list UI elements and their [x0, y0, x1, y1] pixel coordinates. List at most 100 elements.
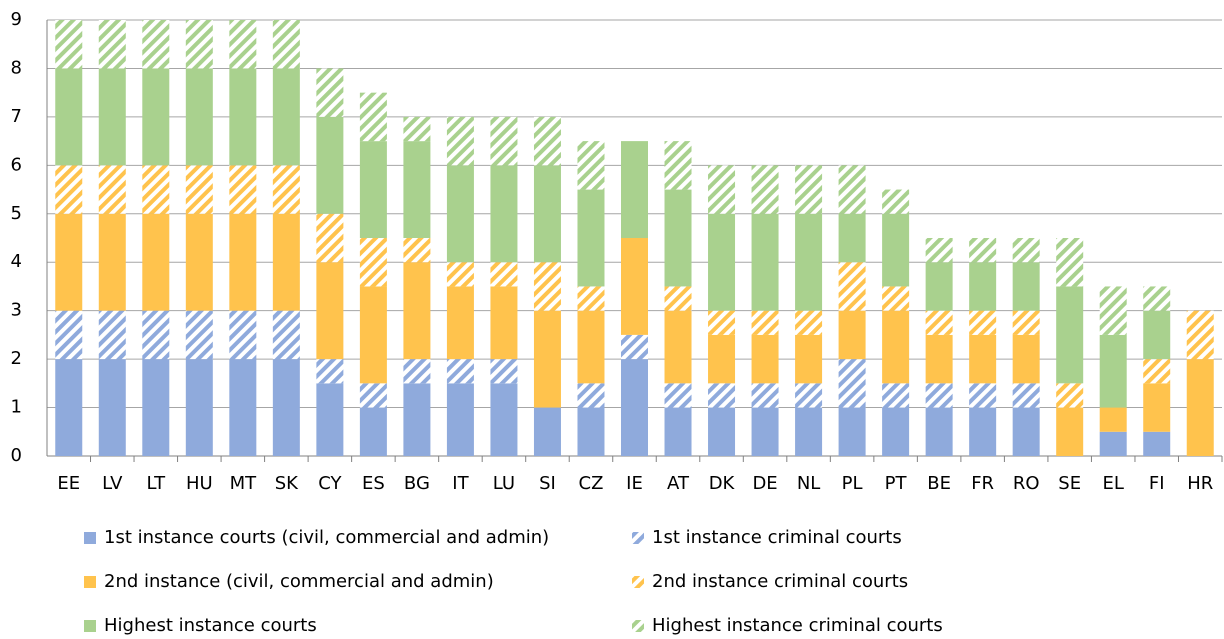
- bar-segment: [55, 359, 83, 456]
- bar-segment: [838, 407, 866, 456]
- bar-segment: [272, 310, 300, 360]
- y-tick-label: 5: [11, 203, 22, 224]
- x-tick-label: DK: [709, 473, 736, 494]
- x-tick-label: IE: [626, 473, 643, 494]
- bar-segment: [272, 68, 300, 166]
- legend-swatch: [84, 532, 96, 544]
- legend-label: 1st instance criminal courts: [652, 527, 902, 548]
- bar-segment: [272, 359, 300, 456]
- bar-segment: [272, 213, 300, 311]
- x-tick-label: SE: [1058, 473, 1081, 494]
- bar-segment: [229, 165, 257, 214]
- bar-segment: [969, 238, 997, 263]
- bar-segment: [838, 262, 866, 311]
- bar-segment: [490, 116, 518, 166]
- bar-segment: [142, 68, 170, 166]
- x-tick-label: MT: [230, 473, 258, 494]
- bar-segment: [142, 310, 170, 360]
- bar-segment: [1012, 383, 1040, 408]
- legend-swatch: [84, 576, 96, 588]
- bar-segment: [882, 383, 910, 408]
- bar-segment: [969, 383, 997, 408]
- x-tick-label: CY: [318, 473, 342, 494]
- bar-segment: [751, 213, 779, 311]
- bar-segment: [98, 359, 126, 456]
- bar-segment: [577, 383, 605, 408]
- bar-segment: [838, 359, 866, 408]
- bar-segment: [882, 407, 910, 456]
- bar-segment: [1099, 334, 1127, 408]
- bar-segment: [664, 141, 692, 190]
- bar-segment: [98, 213, 126, 311]
- legend-label: 2nd instance (civil, commercial and admi…: [104, 571, 494, 592]
- bar-segment: [229, 310, 257, 360]
- bar-segment: [969, 334, 997, 384]
- bar-segment: [490, 165, 518, 263]
- bar-segment: [795, 165, 823, 214]
- bar-segment: [229, 68, 257, 166]
- bar-segment: [751, 334, 779, 384]
- bar-segment: [1012, 262, 1040, 311]
- bar-segment: [533, 407, 561, 456]
- bar-segment: [446, 165, 474, 263]
- y-tick-label: 6: [11, 154, 22, 175]
- legend-swatch: [84, 620, 96, 632]
- bar-segment: [795, 383, 823, 408]
- bar-segment: [142, 213, 170, 311]
- bar-segment: [838, 310, 866, 360]
- bar-segment: [838, 165, 866, 214]
- x-tick-label: BG: [404, 473, 430, 494]
- bar-segment: [664, 310, 692, 384]
- bar-segment: [577, 407, 605, 456]
- bar-segment: [621, 359, 648, 456]
- x-tick-label: LU: [493, 473, 515, 494]
- y-tick-label: 4: [11, 251, 22, 272]
- x-tick-label: HR: [1187, 473, 1213, 494]
- bar-segment: [795, 213, 823, 311]
- bar-segment: [621, 238, 648, 335]
- y-tick-label: 3: [11, 300, 22, 321]
- bar-segment: [1099, 431, 1127, 456]
- x-tick-label: PT: [885, 473, 908, 494]
- bar-segment: [882, 189, 910, 214]
- bar-segment: [925, 262, 953, 311]
- bar-segment: [1143, 286, 1171, 311]
- bar-segment: [1143, 431, 1171, 456]
- bar-segment: [98, 310, 126, 360]
- bar-segment: [621, 141, 648, 238]
- bar-segment: [403, 116, 431, 142]
- bar-segment: [533, 262, 561, 311]
- x-tick-label: PL: [842, 473, 863, 494]
- bar-segment: [1056, 407, 1084, 456]
- x-tick-label: LV: [102, 473, 123, 494]
- bar-segment: [185, 310, 213, 360]
- y-tick-label: 1: [11, 397, 22, 418]
- bar-segment: [185, 359, 213, 456]
- bar-segment: [577, 286, 605, 311]
- x-tick-label: SI: [539, 473, 556, 494]
- bar-segment: [533, 310, 561, 408]
- bar-segment: [969, 407, 997, 456]
- bar-segment: [403, 383, 431, 456]
- bar-segment: [446, 383, 474, 456]
- bar-segment: [925, 334, 953, 384]
- bar-segment: [446, 262, 474, 287]
- bar-segment: [969, 310, 997, 335]
- bar-segment: [925, 383, 953, 408]
- x-tick-label: FI: [1149, 473, 1165, 494]
- x-tick-label: HU: [186, 473, 213, 494]
- bar-segment: [316, 359, 344, 384]
- legend-label: 2nd instance criminal courts: [652, 571, 908, 592]
- bar-segment: [446, 286, 474, 360]
- bar-segment: [229, 213, 257, 311]
- bar-segment: [403, 262, 431, 360]
- bar-segment: [1099, 286, 1127, 335]
- bar-segment: [1143, 310, 1171, 360]
- bar-segment: [795, 407, 823, 456]
- bar-segment: [795, 334, 823, 384]
- bar-segment: [708, 165, 736, 214]
- bar-segment: [185, 68, 213, 166]
- bar-segment: [229, 359, 257, 456]
- x-tick-label: AT: [667, 473, 690, 494]
- bar-segment: [359, 383, 387, 408]
